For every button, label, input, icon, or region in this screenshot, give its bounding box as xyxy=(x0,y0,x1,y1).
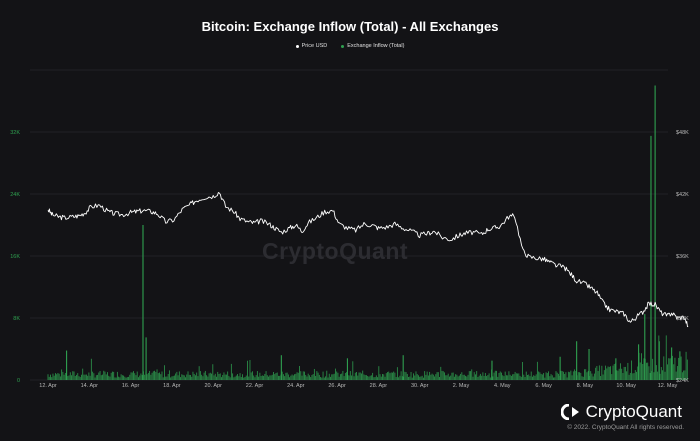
x-tick-label: 12. May xyxy=(658,383,678,389)
legend: Price USD Exchange Inflow (Total) xyxy=(0,43,700,49)
brand-logo: CryptoQuant xyxy=(560,402,682,422)
price-series xyxy=(47,192,689,328)
x-tick-label: 30. Apr xyxy=(411,383,429,389)
left-tick-label: 24K xyxy=(10,192,20,198)
x-tick-label: 8. May xyxy=(577,383,594,389)
right-tick-label: $42K xyxy=(676,192,689,198)
left-tick-label: 16K xyxy=(10,254,20,260)
copyright-text: © 2022. CryptoQuant All rights reserved. xyxy=(567,424,684,431)
right-tick-label: $48K xyxy=(676,130,689,136)
right-tick-label: $36K xyxy=(676,254,689,260)
x-tick-label: 24. Apr xyxy=(287,383,305,389)
left-tick-label: 32K xyxy=(10,130,20,136)
x-tick-label: 20. Apr xyxy=(204,383,222,389)
left-tick-label: 0 xyxy=(17,378,20,384)
x-axis-ticks: 12. Apr 14. Apr 16. Apr 18. Apr 20. Apr 22. A… xyxy=(39,383,677,389)
right-axis-ticks: $24K $30K $36K $42K $48K xyxy=(676,130,689,384)
x-tick-label: 6. May xyxy=(535,383,552,389)
x-tick-label: 4. May xyxy=(494,383,511,389)
left-tick-label: 8K xyxy=(13,316,20,322)
x-tick-label: 14. Apr xyxy=(81,383,99,389)
right-tick-label: $30K xyxy=(676,316,689,322)
watermark-text: CryptoQuant xyxy=(262,238,409,264)
left-axis-ticks: 0 8K 16K 24K 32K xyxy=(10,130,20,384)
legend-label-inflow: Exchange Inflow (Total) xyxy=(347,43,405,49)
price-line xyxy=(47,192,689,328)
legend-dot-price xyxy=(295,44,299,48)
right-tick-label: $24K xyxy=(676,378,689,384)
x-tick-label: 22. Apr xyxy=(246,383,264,389)
legend-item-price[interactable]: Price USD xyxy=(295,43,328,49)
x-tick-label: 16. Apr xyxy=(122,383,140,389)
grid-lines xyxy=(30,69,668,381)
legend-dot-inflow xyxy=(341,44,345,48)
x-tick-label: 12. Apr xyxy=(39,383,57,389)
chart-title: Bitcoin: Exchange Inflow (Total) - All E… xyxy=(201,19,499,34)
inflow-series xyxy=(47,85,688,380)
x-tick-label: 10. May xyxy=(616,383,636,389)
brand-name: CryptoQuant xyxy=(585,402,682,421)
x-tick-label: 18. Apr xyxy=(163,383,181,389)
legend-item-inflow[interactable]: Exchange Inflow (Total) xyxy=(341,43,404,49)
legend-label-price: Price USD xyxy=(301,43,328,49)
x-tick-label: 28. Apr xyxy=(370,383,388,389)
cryptoquant-logo-icon xyxy=(560,404,579,420)
x-tick-label: 2. May xyxy=(453,383,470,389)
x-tick-label: 26. Apr xyxy=(328,383,346,389)
